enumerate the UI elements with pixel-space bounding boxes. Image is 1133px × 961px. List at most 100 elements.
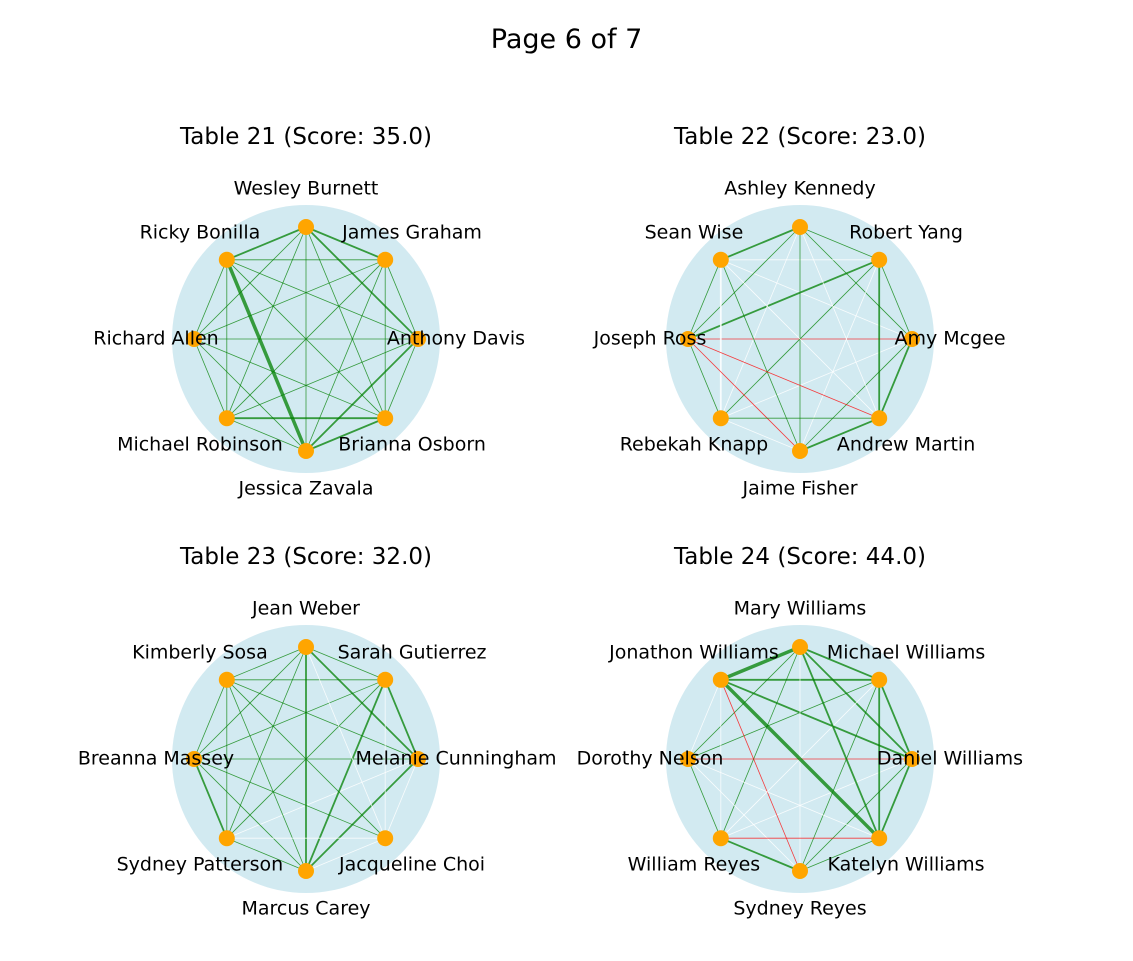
relationship-edge [720, 646, 801, 839]
seat-marker [410, 331, 426, 347]
relationship-edge [226, 417, 307, 452]
relationship-edge [193, 758, 386, 839]
relationship-edge [799, 259, 880, 452]
relationship-edge [225, 259, 308, 452]
seat-marker [871, 410, 888, 427]
seat-marker [871, 251, 888, 268]
guest-name: James Graham [341, 221, 482, 243]
seat-marker [377, 251, 394, 268]
seat-marker [298, 443, 314, 459]
relationship-edge [226, 758, 419, 839]
guest-name: Ricky Bonilla [140, 221, 261, 243]
relationship-edge [687, 758, 801, 872]
relationship-edge [226, 646, 307, 839]
seat-marker [792, 443, 808, 459]
guest-name: Sydney Reyes [733, 898, 866, 920]
relationship-edge [384, 758, 419, 839]
relationship-edge [720, 417, 801, 452]
relationship-edge [799, 679, 880, 872]
relationship-edge [687, 338, 801, 452]
guest-name: Jean Weber [251, 598, 360, 620]
seat-marker [904, 751, 920, 767]
relationship-edge [193, 259, 228, 340]
relationship-edge [193, 679, 386, 760]
guest-name: Michael Williams [827, 641, 985, 663]
relationship-edge [878, 338, 913, 419]
seat-marker [871, 830, 888, 847]
guest-name: Kimberly Sosa [132, 641, 268, 663]
seat-marker [712, 251, 729, 268]
seat-marker [218, 830, 235, 847]
relationship-edge [687, 259, 722, 340]
relationship-edge [878, 259, 913, 340]
relationship-edge [799, 646, 881, 839]
relationship-edge [305, 837, 386, 872]
relationship-edge [799, 646, 880, 681]
relationship-edge [305, 226, 386, 419]
relationship-edge [687, 338, 880, 419]
relationship-edge [193, 758, 228, 839]
guest-name: Dorothy Nelson [577, 748, 724, 770]
guest-name: Jaime Fisher [741, 478, 857, 500]
relationship-edge [305, 259, 386, 452]
table-panel: Table 24 (Score: 44.0) Daniel Williams Mic… [577, 544, 1023, 920]
relationship-edge [226, 679, 386, 839]
page-title: Page 6 of 7 [490, 24, 643, 55]
relationship-edge [720, 259, 913, 340]
guest-name: Katelyn Williams [828, 854, 985, 876]
seat-marker [712, 830, 729, 847]
guest-name: Brianna Osborn [338, 434, 486, 456]
seat-marker [792, 863, 808, 879]
relationship-edge [226, 226, 307, 261]
relationship-edge [720, 679, 801, 872]
relationship-edge [226, 338, 419, 419]
seat-marker [680, 331, 696, 347]
seat-marker [712, 410, 729, 427]
guest-name: Anthony Davis [387, 328, 525, 350]
relationship-edge [305, 646, 386, 839]
table-panel: Table 23 (Score: 32.0) Melanie Cunningham… [78, 544, 557, 920]
guest-name: Amy Mcgee [894, 328, 1005, 350]
relationship-edge [720, 226, 801, 261]
seat-marker [871, 671, 888, 688]
relationship-edge [193, 758, 307, 872]
relationship-edge [687, 679, 722, 760]
guest-name: Jessica Zavala [238, 478, 374, 500]
relationship-edge [878, 679, 913, 760]
relationship-edge [305, 417, 386, 452]
seat-marker [377, 830, 394, 847]
guest-name: Jacqueline Choi [338, 854, 485, 876]
guest-name: Sydney Patterson [117, 854, 284, 876]
relationship-edge [799, 226, 880, 261]
relationship-edge [687, 758, 880, 839]
guest-name: Ashley Kennedy [724, 178, 875, 200]
relationship-edge [720, 338, 913, 419]
guest-name: Joseph Ross [593, 328, 707, 350]
relationship-edge [720, 837, 801, 872]
relationship-edge [687, 758, 722, 839]
relationship-edge [384, 679, 419, 760]
relationship-edge [720, 645, 801, 682]
guest-name: Rebekah Knapp [620, 434, 768, 456]
table-panel: Table 21 (Score: 35.0) Anthony Davis James… [93, 124, 525, 500]
table-title: Table 21 (Score: 35.0) [179, 124, 432, 150]
relationship-edge [720, 259, 880, 419]
seat-marker [377, 410, 394, 427]
relationship-edge [719, 678, 881, 840]
table-title: Table 23 (Score: 32.0) [179, 544, 432, 570]
seat-marker [298, 219, 314, 235]
seat-marker [218, 251, 235, 268]
table-panel: Table 22 (Score: 23.0) Amy Mcgee Robert Ya… [593, 124, 1006, 500]
relationship-edge [226, 679, 307, 872]
guest-name: Sarah Gutierrez [338, 641, 487, 663]
guest-name: Daniel Williams [877, 748, 1023, 770]
relationship-edge [799, 417, 880, 452]
relationship-edge [226, 259, 386, 419]
guest-name: Sean Wise [645, 221, 744, 243]
seat-marker [792, 219, 808, 235]
relationship-edge [193, 679, 228, 760]
guest-name: Andrew Martin [837, 434, 975, 456]
guest-name: Richard Allen [93, 328, 218, 350]
relationship-edge [193, 338, 228, 419]
